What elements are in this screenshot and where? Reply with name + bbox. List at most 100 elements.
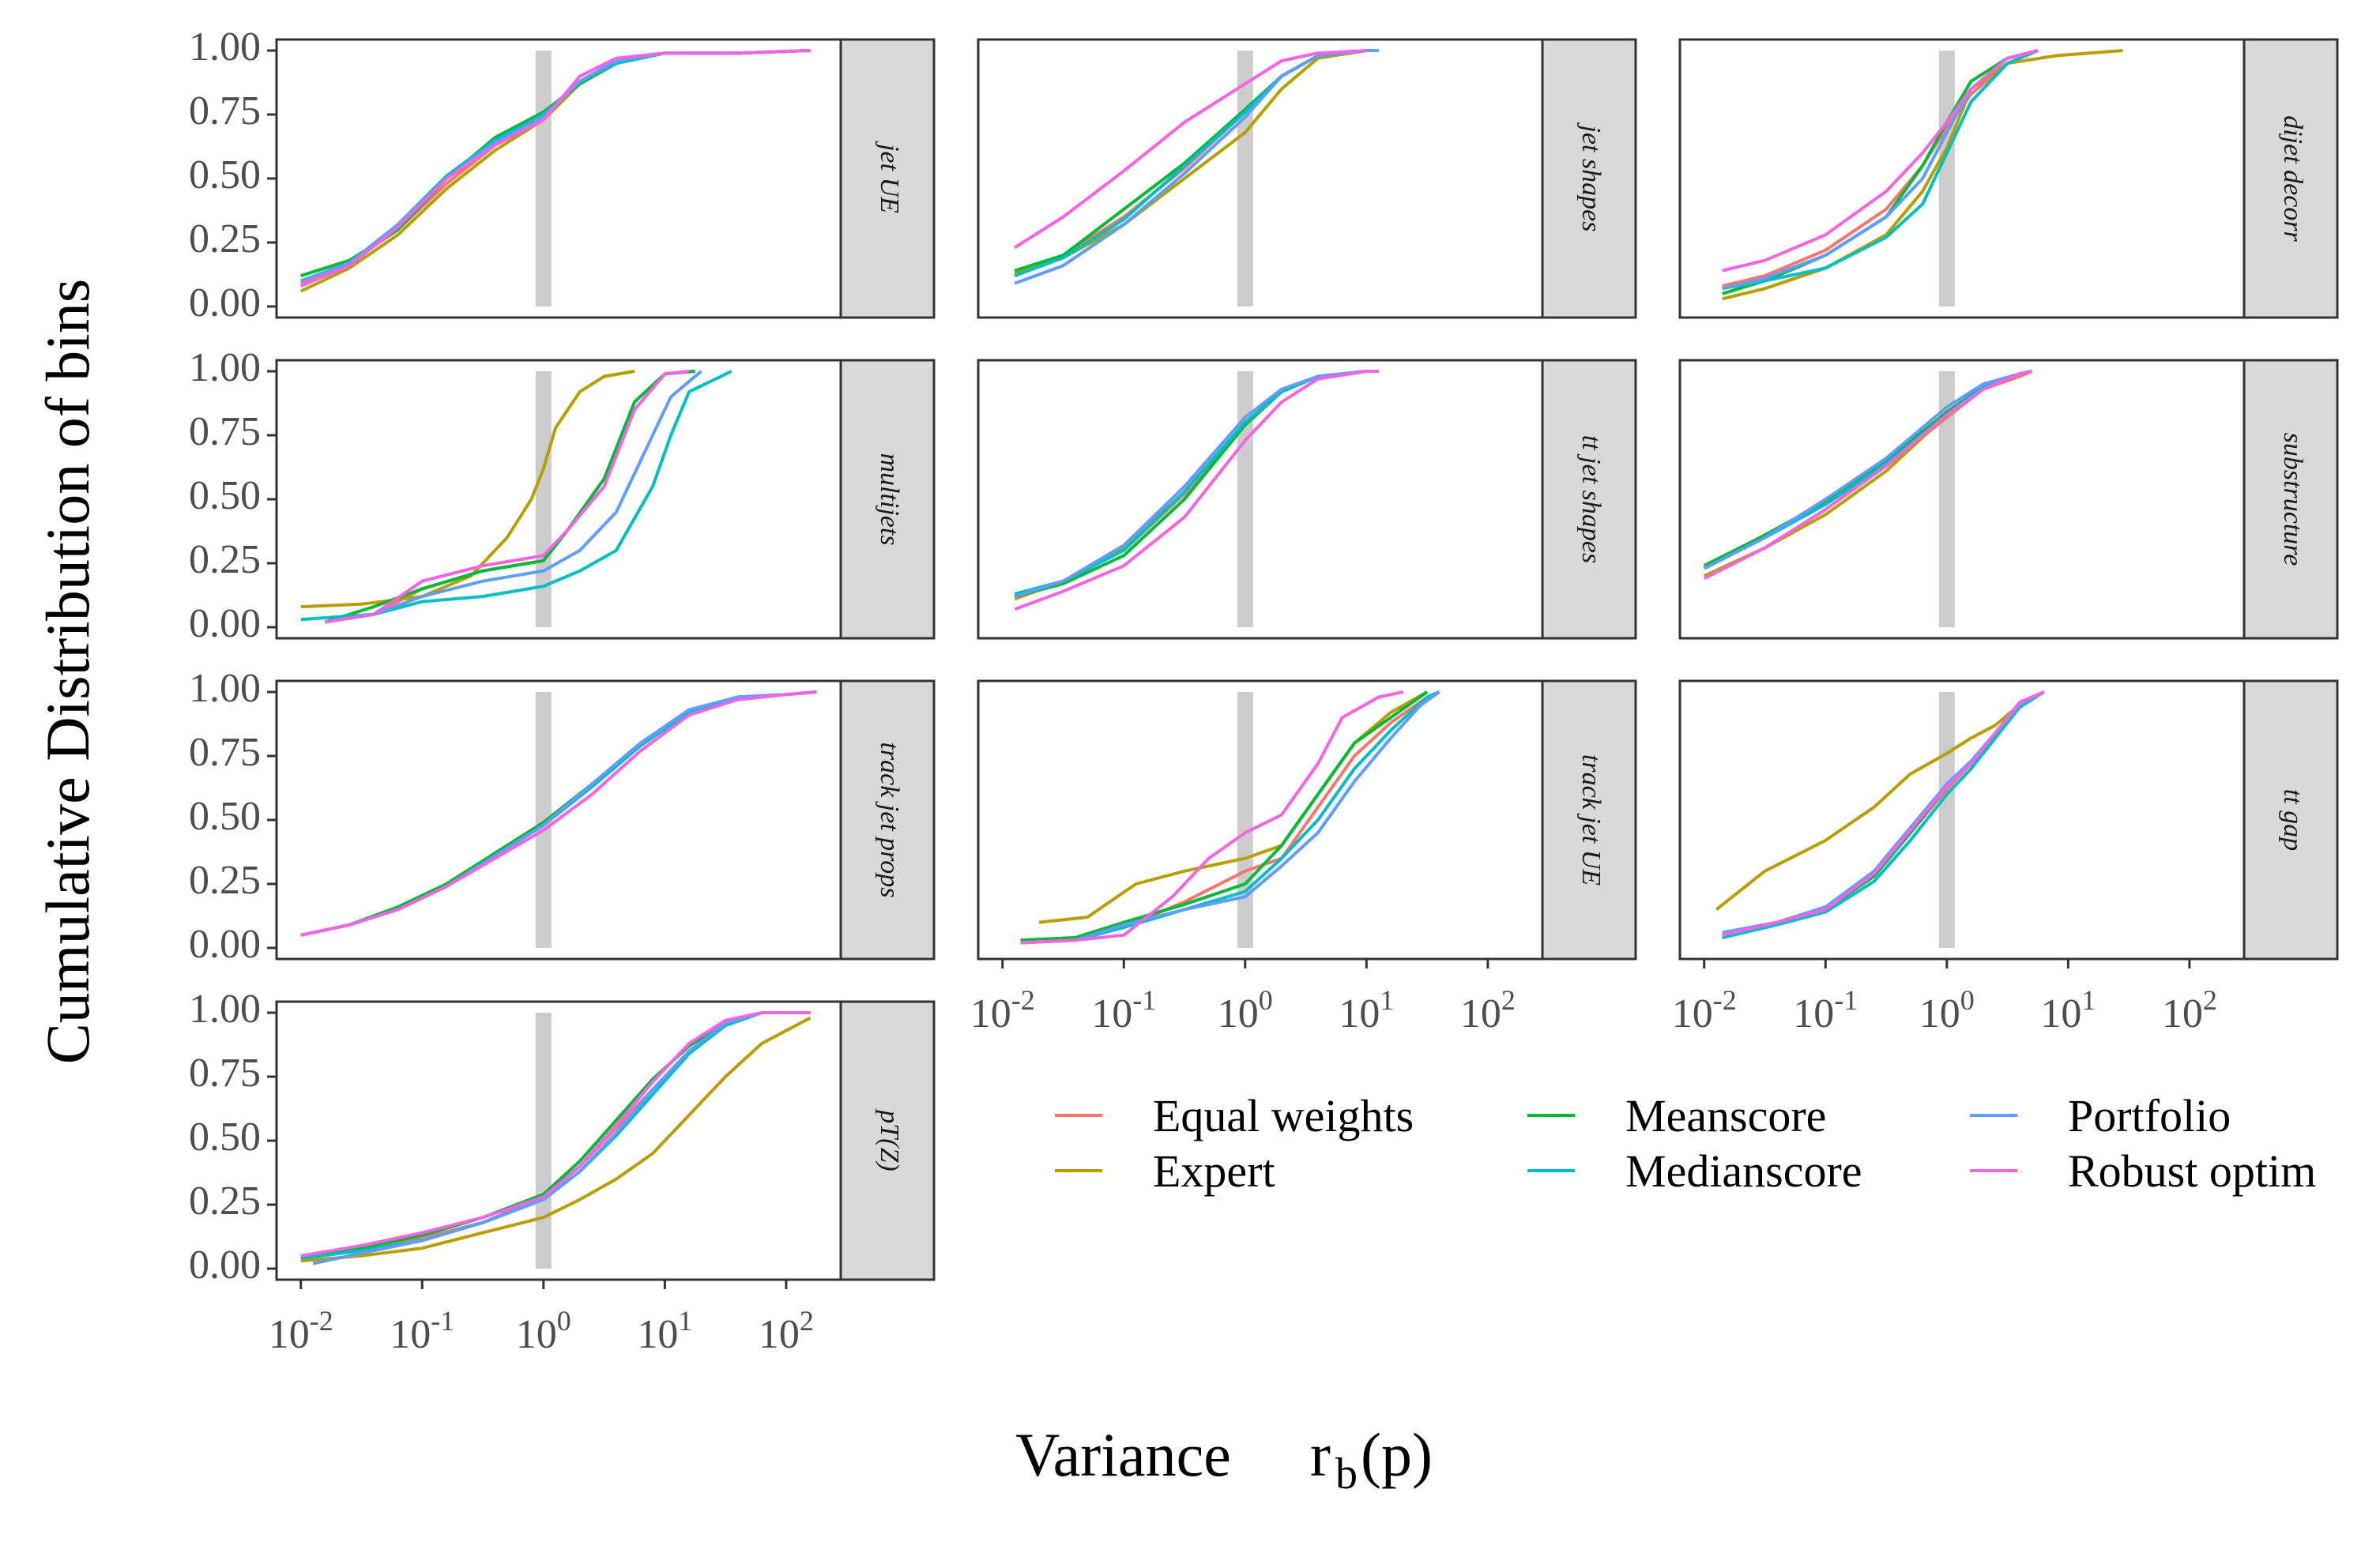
x-tick-label: 10-2	[269, 1305, 333, 1357]
x-tick-exponent: 1	[1380, 984, 1394, 1016]
series-line	[324, 370, 695, 624]
panel: tt jet shapes	[977, 359, 1637, 640]
y-tick-label: 0.75	[189, 1051, 261, 1096]
reference-band	[1938, 51, 1955, 306]
x-tick-exponent: 0	[557, 1305, 571, 1337]
reference-band	[535, 371, 552, 627]
x-tick-label: 10-1	[1793, 984, 1858, 1036]
legend-item: Meanscore	[1527, 1090, 1826, 1141]
strip	[839, 359, 936, 640]
strip-label: track jet props	[875, 742, 904, 897]
x-tick-exponent: -1	[431, 1305, 454, 1337]
reference-band	[535, 51, 552, 306]
x-tick-label: 101	[2040, 984, 2096, 1036]
x-tick-base: 10	[1919, 991, 1960, 1036]
reference-band	[1938, 371, 1955, 627]
series-line	[300, 370, 732, 622]
panel-border	[275, 1000, 842, 1281]
panel: substructure	[1678, 359, 2339, 640]
series-line	[1020, 690, 1403, 945]
series-line	[1014, 370, 1379, 611]
x-tick-base: 10	[1460, 991, 1501, 1036]
series-line	[1722, 49, 2039, 291]
strip-label: multijets	[875, 453, 904, 545]
x-axis-title-main: Variance	[1015, 1420, 1231, 1489]
series-line	[325, 370, 695, 624]
legend-item: Portfolio	[1970, 1090, 2231, 1141]
x-tick-base: 10	[1793, 991, 1834, 1036]
panel-border	[977, 38, 1544, 319]
y-tick-label: 0.00	[189, 601, 261, 646]
reference-band	[535, 1013, 552, 1269]
y-tick-label: 0.50	[189, 794, 261, 839]
panel-border	[275, 38, 842, 319]
panels: jet UE 0.00 0.25 0.50 0.75 1.00 jet shapes dije…	[189, 24, 2339, 1357]
series-line	[1722, 690, 2045, 934]
panel: jet shapes	[977, 38, 1637, 319]
x-axis-title: Variance r b (p)	[1015, 1420, 1433, 1498]
series-line	[300, 1011, 811, 1260]
series-line	[300, 1016, 812, 1263]
x-tick-exponent: 2	[800, 1305, 814, 1337]
panel-border	[977, 679, 1544, 961]
reference-band	[1237, 692, 1253, 948]
x-tick-label: 10-1	[390, 1305, 454, 1357]
series-line	[1703, 370, 2032, 567]
x-tick-base: 10	[1091, 991, 1132, 1036]
x-tick-base: 10	[1672, 991, 1713, 1036]
x-tick-label: 100	[1919, 984, 1975, 1036]
series-line	[1014, 49, 1379, 285]
x-axis-title-arg: (p)	[1361, 1420, 1433, 1489]
y-tick-label: 1.00	[189, 24, 261, 70]
series-line	[300, 1011, 811, 1258]
x-tick-label: 101	[637, 1305, 692, 1357]
series-line	[1038, 690, 1429, 924]
series-line	[1722, 690, 2045, 937]
series-line	[1722, 690, 2045, 937]
legend-label: Equal weights	[1153, 1090, 1414, 1141]
x-tick-label: 10-2	[970, 984, 1035, 1036]
y-tick-label: 1.00	[189, 345, 261, 390]
x-tick-base: 10	[759, 1312, 800, 1357]
y-tick-label: 0.75	[189, 730, 261, 775]
series-line	[1703, 370, 2032, 581]
strip	[2243, 359, 2339, 640]
y-tick-label: 0.25	[189, 216, 261, 261]
x-tick-label: 102	[2162, 984, 2217, 1036]
strip-label: jet shapes	[1576, 122, 1606, 231]
series-line	[1722, 690, 2045, 939]
panel-border	[275, 359, 842, 640]
panel-border	[1678, 679, 2246, 961]
series-line	[1020, 690, 1440, 945]
x-tick-base: 10	[269, 1312, 310, 1357]
panel: multijets 0.00 0.25 0.50 0.75 1.00	[189, 345, 936, 646]
x-tick-exponent: -2	[1713, 984, 1737, 1016]
panel: dijet decorr	[1678, 38, 2339, 319]
strip-label: substructure	[2278, 433, 2307, 566]
x-tick-label: 100	[1218, 984, 1273, 1036]
series-line	[300, 49, 811, 283]
y-axis-title: Cumulative Distribution of bins	[33, 279, 102, 1064]
series-line	[300, 690, 817, 937]
series-line	[299, 49, 811, 293]
series-line	[300, 370, 635, 609]
x-axis-title-subscript: b	[1335, 1450, 1358, 1498]
strip	[839, 679, 936, 961]
strip	[2243, 38, 2339, 319]
panel: jet UE 0.00 0.25 0.50 0.75 1.00	[189, 24, 936, 325]
y-tick-label: 1.00	[189, 987, 261, 1032]
y-tick-label: 0.25	[189, 537, 261, 582]
legend-item: Medianscore	[1527, 1145, 1862, 1197]
series-line	[1722, 49, 2039, 288]
legend-item: Robust optim	[1970, 1145, 2316, 1197]
x-axis-title-func: r	[1310, 1420, 1331, 1489]
series-line	[300, 49, 811, 283]
x-tick-label: 102	[759, 1305, 814, 1357]
x-tick-base: 10	[2040, 991, 2081, 1036]
x-tick-base: 10	[1339, 991, 1380, 1036]
x-tick-exponent: 0	[1960, 984, 1975, 1016]
series-line	[1703, 370, 2032, 570]
y-tick-label: 0.75	[189, 88, 261, 133]
legend-item: Expert	[1055, 1145, 1275, 1197]
